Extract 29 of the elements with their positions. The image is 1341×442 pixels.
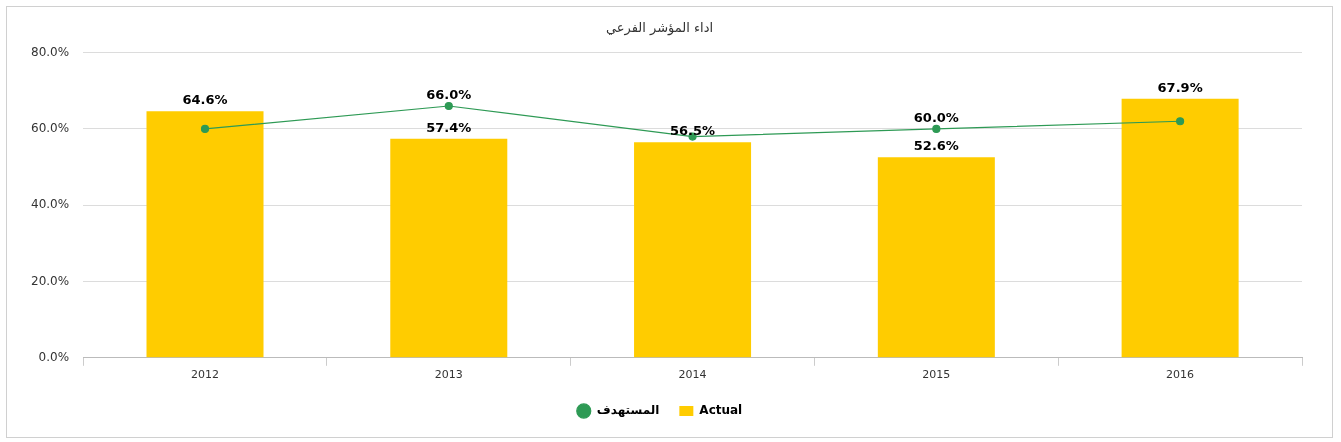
data-label: 57.4% [426,119,472,135]
data-label: 60.0% [913,109,959,125]
bar [634,142,752,358]
data-label: 56.5% [670,123,716,139]
y-tick-label: 40.0% [31,197,70,212]
x-tick-label: 2013 [434,368,463,382]
bar [146,111,264,358]
y-tick-label: 0.0% [38,349,70,364]
y-tick-label: 60.0% [31,121,70,136]
x-tick-label: 2016 [1166,368,1195,382]
point [200,124,210,133]
bar [1121,98,1239,358]
legend-label: Actual [699,403,743,418]
data-label: 67.9% [1157,79,1203,95]
point [1176,117,1185,126]
y-tick-label: 20.0% [31,273,70,288]
chart-title: اداء المؤشر الفرعي [605,20,714,37]
x-tick-label: 2015 [922,368,951,382]
point [444,101,453,111]
legend-label: المستهدف [596,403,660,418]
data-label: 64.6% [182,92,228,108]
point [932,124,941,133]
data-label: 66.0% [426,86,472,102]
bar [877,157,995,358]
x-tick-label: 2014 [678,368,707,382]
x-tick-label: 2012 [191,368,220,382]
bar [390,138,508,358]
y-tick-label: 80.0% [31,44,70,59]
data-label: 52.6% [913,138,959,154]
